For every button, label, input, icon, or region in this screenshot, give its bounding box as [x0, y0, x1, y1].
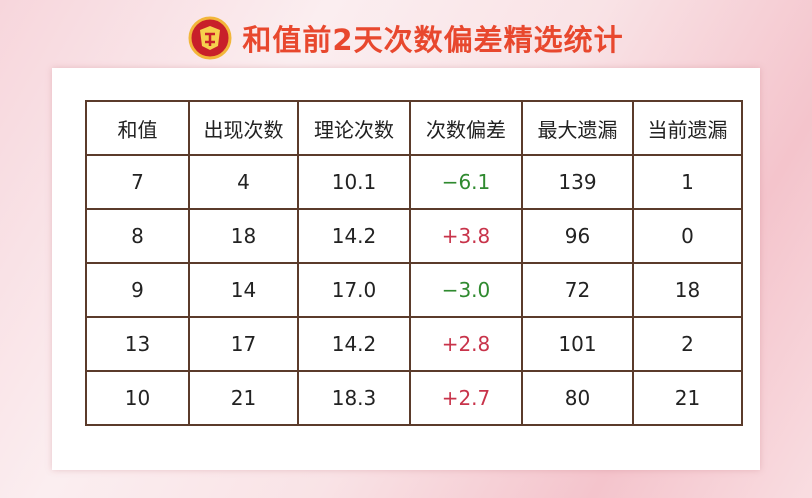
table-cell: 21 — [632, 370, 743, 426]
table-cell: 0 — [632, 208, 743, 264]
table-cell: 9 — [85, 262, 190, 318]
table-cell: 14 — [188, 262, 299, 318]
table-row: 10 21 18.3 +2.7 80 21 — [85, 370, 743, 426]
logo — [188, 16, 232, 60]
table-cell: 18.3 — [297, 370, 411, 426]
table-body: 7 4 10.1 −6.1 139 1 8 18 14.2 +3.8 96 0 9 14 17.0 −3.0 7… — [85, 154, 743, 426]
table-cell: 72 — [521, 262, 634, 318]
table-cell: 18 — [188, 208, 299, 264]
table-cell: 10.1 — [297, 154, 411, 210]
table-cell: 2 — [632, 316, 743, 372]
table-cell: 80 — [521, 370, 634, 426]
table-cell: 96 — [521, 208, 634, 264]
table-cell: −6.1 — [409, 154, 523, 210]
table-cell: 14.2 — [297, 208, 411, 264]
table-cell: 18 — [632, 262, 743, 318]
header-cell: 理论次数 — [297, 100, 411, 156]
table-cell: 17 — [188, 316, 299, 372]
table-cell: 1 — [632, 154, 743, 210]
header-cell: 次数偏差 — [409, 100, 523, 156]
header-row: 和值 出现次数 理论次数 次数偏差 最大遗漏 当前遗漏 — [85, 100, 743, 156]
table-cell: 8 — [85, 208, 190, 264]
table-cell: 13 — [85, 316, 190, 372]
table-cell: +3.8 — [409, 208, 523, 264]
title-bar: 和值前2天次数偏差精选统计 — [0, 12, 812, 64]
header-cell: 最大遗漏 — [521, 100, 634, 156]
header-cell: 出现次数 — [188, 100, 299, 156]
table-cell: 10 — [85, 370, 190, 426]
table-cell: 17.0 — [297, 262, 411, 318]
table-cell: 101 — [521, 316, 634, 372]
table-row: 7 4 10.1 −6.1 139 1 — [85, 154, 743, 210]
table-cell: 14.2 — [297, 316, 411, 372]
table-cell: −3.0 — [409, 262, 523, 318]
table-row: 8 18 14.2 +3.8 96 0 — [85, 208, 743, 264]
table-cell: 139 — [521, 154, 634, 210]
table-cell: +2.8 — [409, 316, 523, 372]
header-cell: 和值 — [85, 100, 190, 156]
card: 和值 出现次数 理论次数 次数偏差 最大遗漏 当前遗漏 7 4 10.1 −6.1 139 1 8 18… — [52, 68, 760, 470]
header-cell: 当前遗漏 — [632, 100, 743, 156]
table-row: 9 14 17.0 −3.0 72 18 — [85, 262, 743, 318]
table-cell: 4 — [188, 154, 299, 210]
stats-table: 和值 出现次数 理论次数 次数偏差 最大遗漏 当前遗漏 7 4 10.1 −6.1 139 1 8 18… — [85, 100, 743, 426]
title: 和值前2天次数偏差精选统计 — [242, 23, 624, 57]
table-row: 13 17 14.2 +2.8 101 2 — [85, 316, 743, 372]
table-cell: 7 — [85, 154, 190, 210]
table-cell: 21 — [188, 370, 299, 426]
table-cell: +2.7 — [409, 370, 523, 426]
